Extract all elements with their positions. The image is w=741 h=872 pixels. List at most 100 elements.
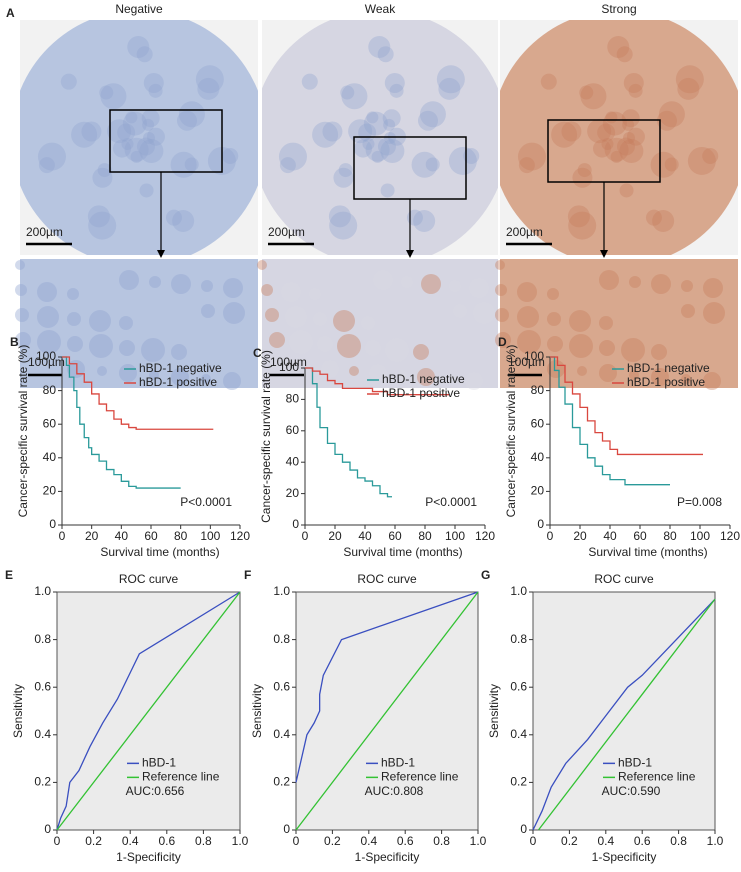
x-tick-label: 0.8: [670, 834, 687, 848]
y-tick-label: 40: [286, 454, 300, 468]
texture: [687, 146, 716, 175]
x-tick-label: 40: [603, 529, 617, 543]
series-line: [550, 356, 670, 486]
x-axis-label: Survival time (months): [588, 545, 707, 559]
chart-title: ROC curve: [119, 572, 179, 586]
texture: [165, 209, 182, 226]
y-tick-label: 0.2: [34, 775, 51, 789]
texture: [340, 85, 355, 100]
texture: [551, 121, 578, 148]
texture: [143, 72, 164, 93]
y-tick-label: 0.4: [34, 727, 51, 741]
texture: [540, 73, 557, 90]
y-tick-label: 0.8: [273, 632, 290, 646]
legend-label: Reference line: [142, 770, 220, 784]
texture: [622, 118, 635, 131]
texture: [448, 146, 477, 175]
texture: [703, 302, 725, 324]
y-tick-label: 80: [43, 383, 57, 397]
texture: [139, 183, 154, 198]
x-axis-label: 1-Specificity: [355, 850, 420, 864]
texture: [417, 368, 435, 386]
texture: [97, 366, 107, 376]
series-line: [550, 356, 703, 456]
texture: [419, 101, 446, 128]
y-tick-label: 20: [286, 486, 300, 500]
texture: [89, 334, 113, 358]
texture: [703, 372, 721, 390]
texture: [337, 334, 361, 358]
texture: [289, 330, 313, 354]
x-tick-label: 100: [445, 529, 465, 543]
texture: [384, 132, 396, 144]
texture: [373, 270, 393, 290]
x-axis-label: 1-Specificity: [592, 850, 657, 864]
texture: [89, 310, 111, 332]
x-tick-label: 0.4: [360, 834, 377, 848]
texture: [517, 282, 537, 302]
texture: [124, 137, 149, 162]
texture: [171, 368, 189, 386]
y-axis-label: Cancer-specific survival rate (%): [259, 350, 273, 523]
tissue: [500, 20, 738, 255]
y-tick-label: 0: [292, 517, 299, 531]
x-tick-label: 40: [115, 529, 129, 543]
legend-label: hBD-1 negative: [139, 361, 222, 375]
texture: [569, 310, 591, 332]
texture: [413, 209, 436, 232]
texture: [445, 374, 455, 384]
texture: [607, 36, 630, 59]
texture: [37, 330, 61, 354]
x-tick-label: 80: [663, 529, 677, 543]
texture: [593, 139, 612, 158]
texture: [67, 288, 79, 300]
texture: [616, 137, 635, 156]
column-title: Weak: [365, 2, 396, 16]
y-tick-label: 60: [286, 423, 300, 437]
texture: [197, 77, 220, 100]
y-tick-label: 1.0: [34, 584, 51, 598]
texture: [15, 308, 29, 322]
texture: [178, 101, 205, 128]
panel-label: C: [253, 346, 262, 360]
texture: [621, 109, 640, 128]
texture: [71, 121, 98, 148]
series-line: [537, 598, 716, 831]
series-line: [532, 598, 716, 831]
texture: [610, 150, 623, 163]
legend-label: Reference line: [618, 770, 696, 784]
texture: [119, 364, 137, 382]
y-tick-label: 0.8: [34, 632, 51, 646]
texture: [278, 142, 307, 171]
scale-label: 100µm: [28, 355, 65, 369]
legend-label: hBD-1 positive: [627, 375, 705, 389]
texture: [265, 308, 279, 322]
y-tick-label: 20: [43, 484, 57, 498]
texture: [317, 336, 333, 352]
series-line: [62, 356, 214, 430]
column-title: Negative: [115, 2, 163, 16]
texture: [365, 137, 390, 162]
x-tick-label: 0.2: [324, 834, 341, 848]
annotation: P<0.0001: [425, 495, 477, 509]
series-line: [295, 591, 479, 783]
texture: [366, 111, 379, 124]
series-line: [305, 367, 449, 396]
x-tick-label: 20: [85, 529, 99, 543]
texture: [362, 138, 375, 151]
legend-label: hBD-1: [618, 756, 652, 770]
texture: [377, 137, 396, 156]
zoom-image: [262, 259, 498, 388]
x-axis-label: Survival time (months): [100, 545, 219, 559]
y-axis-label: Sensitivity: [250, 684, 264, 738]
texture: [201, 374, 211, 384]
texture: [309, 288, 321, 300]
texture: [136, 137, 155, 156]
texture: [195, 65, 224, 94]
texture: [567, 205, 590, 228]
x-tick-label: 0.2: [561, 834, 578, 848]
zoom-image: [500, 259, 738, 388]
y-tick-label: 0.6: [510, 679, 527, 693]
y-tick-label: 0.2: [273, 775, 290, 789]
texture: [579, 85, 594, 100]
